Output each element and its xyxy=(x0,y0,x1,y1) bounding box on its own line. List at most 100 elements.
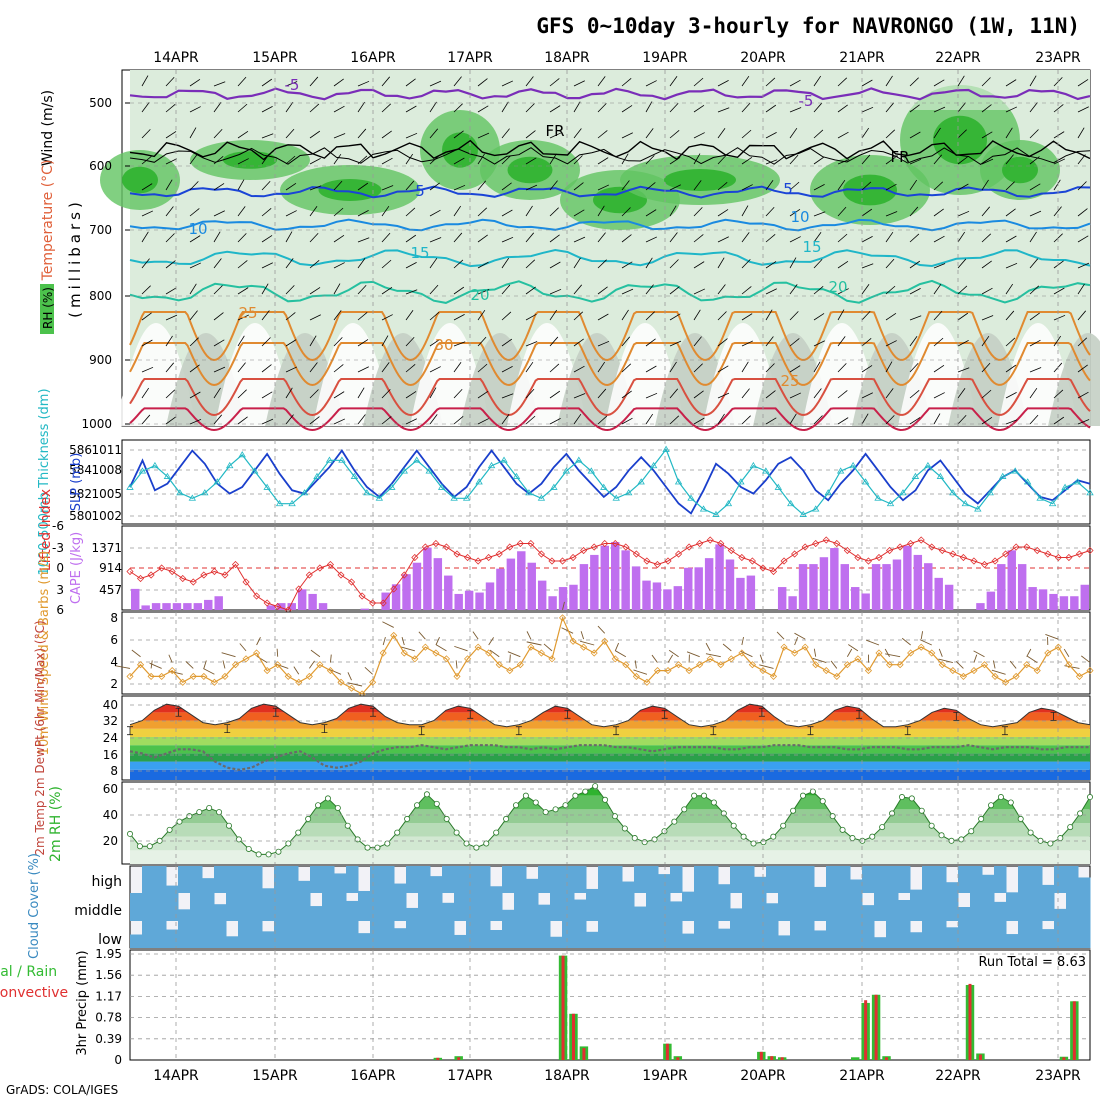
precip-conv-bar xyxy=(780,1057,784,1060)
wind-barb xyxy=(381,259,392,269)
wind-barb xyxy=(285,210,297,217)
wind-barb xyxy=(1077,419,1090,425)
wind-barb xyxy=(381,205,390,217)
thickness-point xyxy=(749,461,758,469)
minmax-marker xyxy=(807,726,814,736)
wind-barb xyxy=(477,261,489,269)
wind-barb xyxy=(453,130,464,139)
cape-bar xyxy=(777,587,787,610)
li-point xyxy=(696,539,704,548)
wind-barb xyxy=(933,127,941,139)
wind-barb xyxy=(189,310,198,321)
cloud-block xyxy=(418,921,431,948)
rh-point xyxy=(374,844,381,851)
thickness-point xyxy=(437,483,446,490)
wind-barb xyxy=(981,158,994,165)
rh-point xyxy=(681,806,688,813)
cloud-block xyxy=(322,893,335,921)
rh-point xyxy=(988,802,995,809)
cloud-block xyxy=(478,893,491,921)
rh-point xyxy=(127,830,134,837)
wind-barb xyxy=(717,128,726,139)
wind-barb xyxy=(429,257,438,269)
wind-barb xyxy=(919,639,932,646)
wind-barb xyxy=(285,231,293,243)
thickness-point xyxy=(151,461,159,469)
bottom-date-label: 14APR xyxy=(153,1068,199,1084)
li-point xyxy=(263,599,271,607)
cloud-block xyxy=(694,921,707,948)
li-point xyxy=(885,546,894,555)
wind-barb xyxy=(357,414,366,425)
wind-point xyxy=(295,678,303,686)
cloud-block xyxy=(538,921,551,948)
isotherms xyxy=(129,87,1091,432)
wind-barb xyxy=(645,128,654,139)
wind-barb xyxy=(333,78,344,87)
thickness-point xyxy=(999,472,1007,479)
thickness-point xyxy=(238,451,246,458)
cloud-block xyxy=(622,921,635,948)
cloud-block xyxy=(526,878,539,893)
wind-barb xyxy=(165,76,175,87)
cloud-block xyxy=(418,893,431,921)
thickness-point xyxy=(413,456,421,463)
wind-barb xyxy=(141,258,150,269)
cloud-block xyxy=(322,866,335,893)
wind-point xyxy=(548,655,556,663)
thickness-point xyxy=(525,489,533,496)
wind-barb xyxy=(165,335,173,347)
wind-barb xyxy=(813,102,823,113)
wind-barb xyxy=(189,418,202,425)
wind-barb xyxy=(405,180,415,191)
wind-barb xyxy=(848,644,859,652)
wind-barb xyxy=(1053,158,1066,165)
rh-point xyxy=(443,815,450,822)
li-point xyxy=(253,592,261,600)
wind-barb xyxy=(1077,283,1085,295)
wind-barb xyxy=(885,258,895,269)
cloud-block xyxy=(766,921,779,948)
cloud-block xyxy=(562,921,575,948)
wind-barb xyxy=(543,643,553,652)
wind-point xyxy=(1002,678,1010,686)
thickness-point xyxy=(861,478,870,485)
rh-saturated-cell xyxy=(1002,156,1038,184)
wind-barb xyxy=(1005,392,1017,399)
wind-barb xyxy=(285,81,298,87)
cloud-block xyxy=(814,893,827,921)
wind-barb xyxy=(237,314,250,321)
wind-barb xyxy=(813,156,825,165)
wind-barb xyxy=(1077,181,1087,191)
li-point xyxy=(780,557,788,565)
precip-conv-bar xyxy=(457,1057,461,1060)
wind-barb xyxy=(1005,208,1016,217)
cape-bar xyxy=(882,564,891,610)
cloud-block xyxy=(994,921,1007,948)
tick-label: 4 xyxy=(110,655,118,669)
wind-barb xyxy=(837,206,847,217)
wind-barb xyxy=(405,105,417,113)
cloud-block xyxy=(238,921,251,948)
isotherm-15 xyxy=(129,248,1091,268)
wind-barb xyxy=(669,388,679,399)
thickness-point xyxy=(886,499,895,507)
cloud-block xyxy=(1054,921,1067,948)
temp-band xyxy=(130,728,1090,737)
wind-barb xyxy=(141,366,154,373)
li-point xyxy=(527,539,535,548)
li-point xyxy=(126,567,134,576)
wind-barb xyxy=(981,416,993,425)
thickness-point xyxy=(624,489,633,496)
wind-barb xyxy=(501,414,510,425)
rh-point xyxy=(225,822,232,829)
thickness-point xyxy=(1061,483,1069,490)
wind-barb xyxy=(621,417,633,425)
slp-ylabel-left: 1000-500mb Thickness (dm) xyxy=(37,388,52,575)
wind-barb xyxy=(454,645,468,652)
wind-barb xyxy=(597,286,608,295)
wind-barb xyxy=(573,311,584,321)
wind-barb xyxy=(717,338,728,347)
precip-conv-bar xyxy=(759,1051,763,1060)
